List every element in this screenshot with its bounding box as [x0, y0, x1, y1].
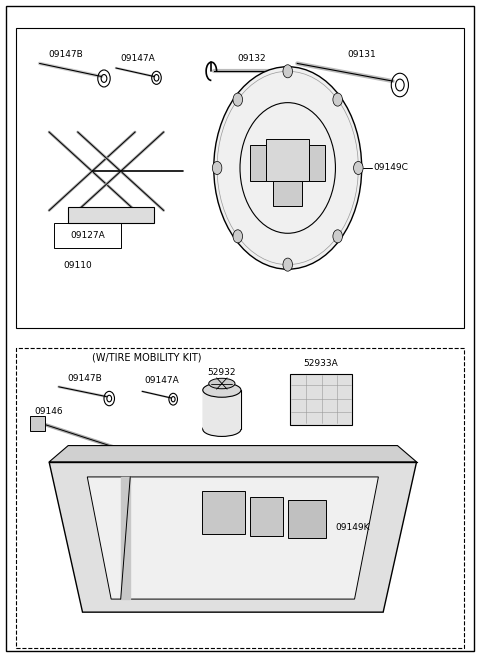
Circle shape: [333, 230, 342, 243]
Text: 09132: 09132: [238, 54, 266, 64]
Bar: [68, 207, 154, 224]
Circle shape: [233, 93, 242, 106]
Circle shape: [283, 65, 292, 78]
Polygon shape: [49, 462, 417, 612]
Circle shape: [212, 161, 222, 174]
Bar: [202, 491, 245, 534]
Text: (W/TIRE MOBILITY KIT): (W/TIRE MOBILITY KIT): [92, 352, 202, 362]
Text: 09131: 09131: [348, 51, 376, 60]
Bar: [16, 28, 464, 328]
Circle shape: [354, 161, 363, 174]
Bar: [250, 497, 283, 536]
Text: 52933A: 52933A: [304, 359, 338, 368]
Text: 09149K: 09149K: [335, 523, 370, 532]
Text: 09147B: 09147B: [48, 51, 83, 60]
Ellipse shape: [203, 383, 241, 398]
Circle shape: [333, 93, 342, 106]
Text: 09149C: 09149C: [373, 163, 408, 173]
Bar: [54, 224, 120, 249]
Bar: [30, 416, 45, 430]
Bar: [288, 501, 326, 539]
Bar: [203, 390, 241, 429]
Bar: [290, 374, 352, 424]
Text: 09127A: 09127A: [70, 231, 105, 239]
Polygon shape: [49, 445, 417, 462]
Ellipse shape: [203, 422, 241, 436]
Bar: [266, 138, 309, 181]
Polygon shape: [120, 477, 130, 599]
Text: 09147A: 09147A: [144, 376, 179, 385]
Circle shape: [233, 230, 242, 243]
Polygon shape: [87, 477, 378, 599]
Circle shape: [283, 258, 292, 271]
Bar: [251, 145, 266, 181]
Text: 09110: 09110: [63, 262, 92, 270]
Text: 52932: 52932: [208, 368, 236, 377]
Circle shape: [214, 67, 362, 269]
Bar: [274, 181, 302, 206]
Ellipse shape: [209, 379, 235, 389]
Bar: [309, 145, 325, 181]
Text: 09147A: 09147A: [120, 54, 155, 64]
Text: 09147B: 09147B: [68, 374, 102, 383]
Text: 09146: 09146: [35, 407, 63, 416]
Bar: [16, 348, 464, 648]
